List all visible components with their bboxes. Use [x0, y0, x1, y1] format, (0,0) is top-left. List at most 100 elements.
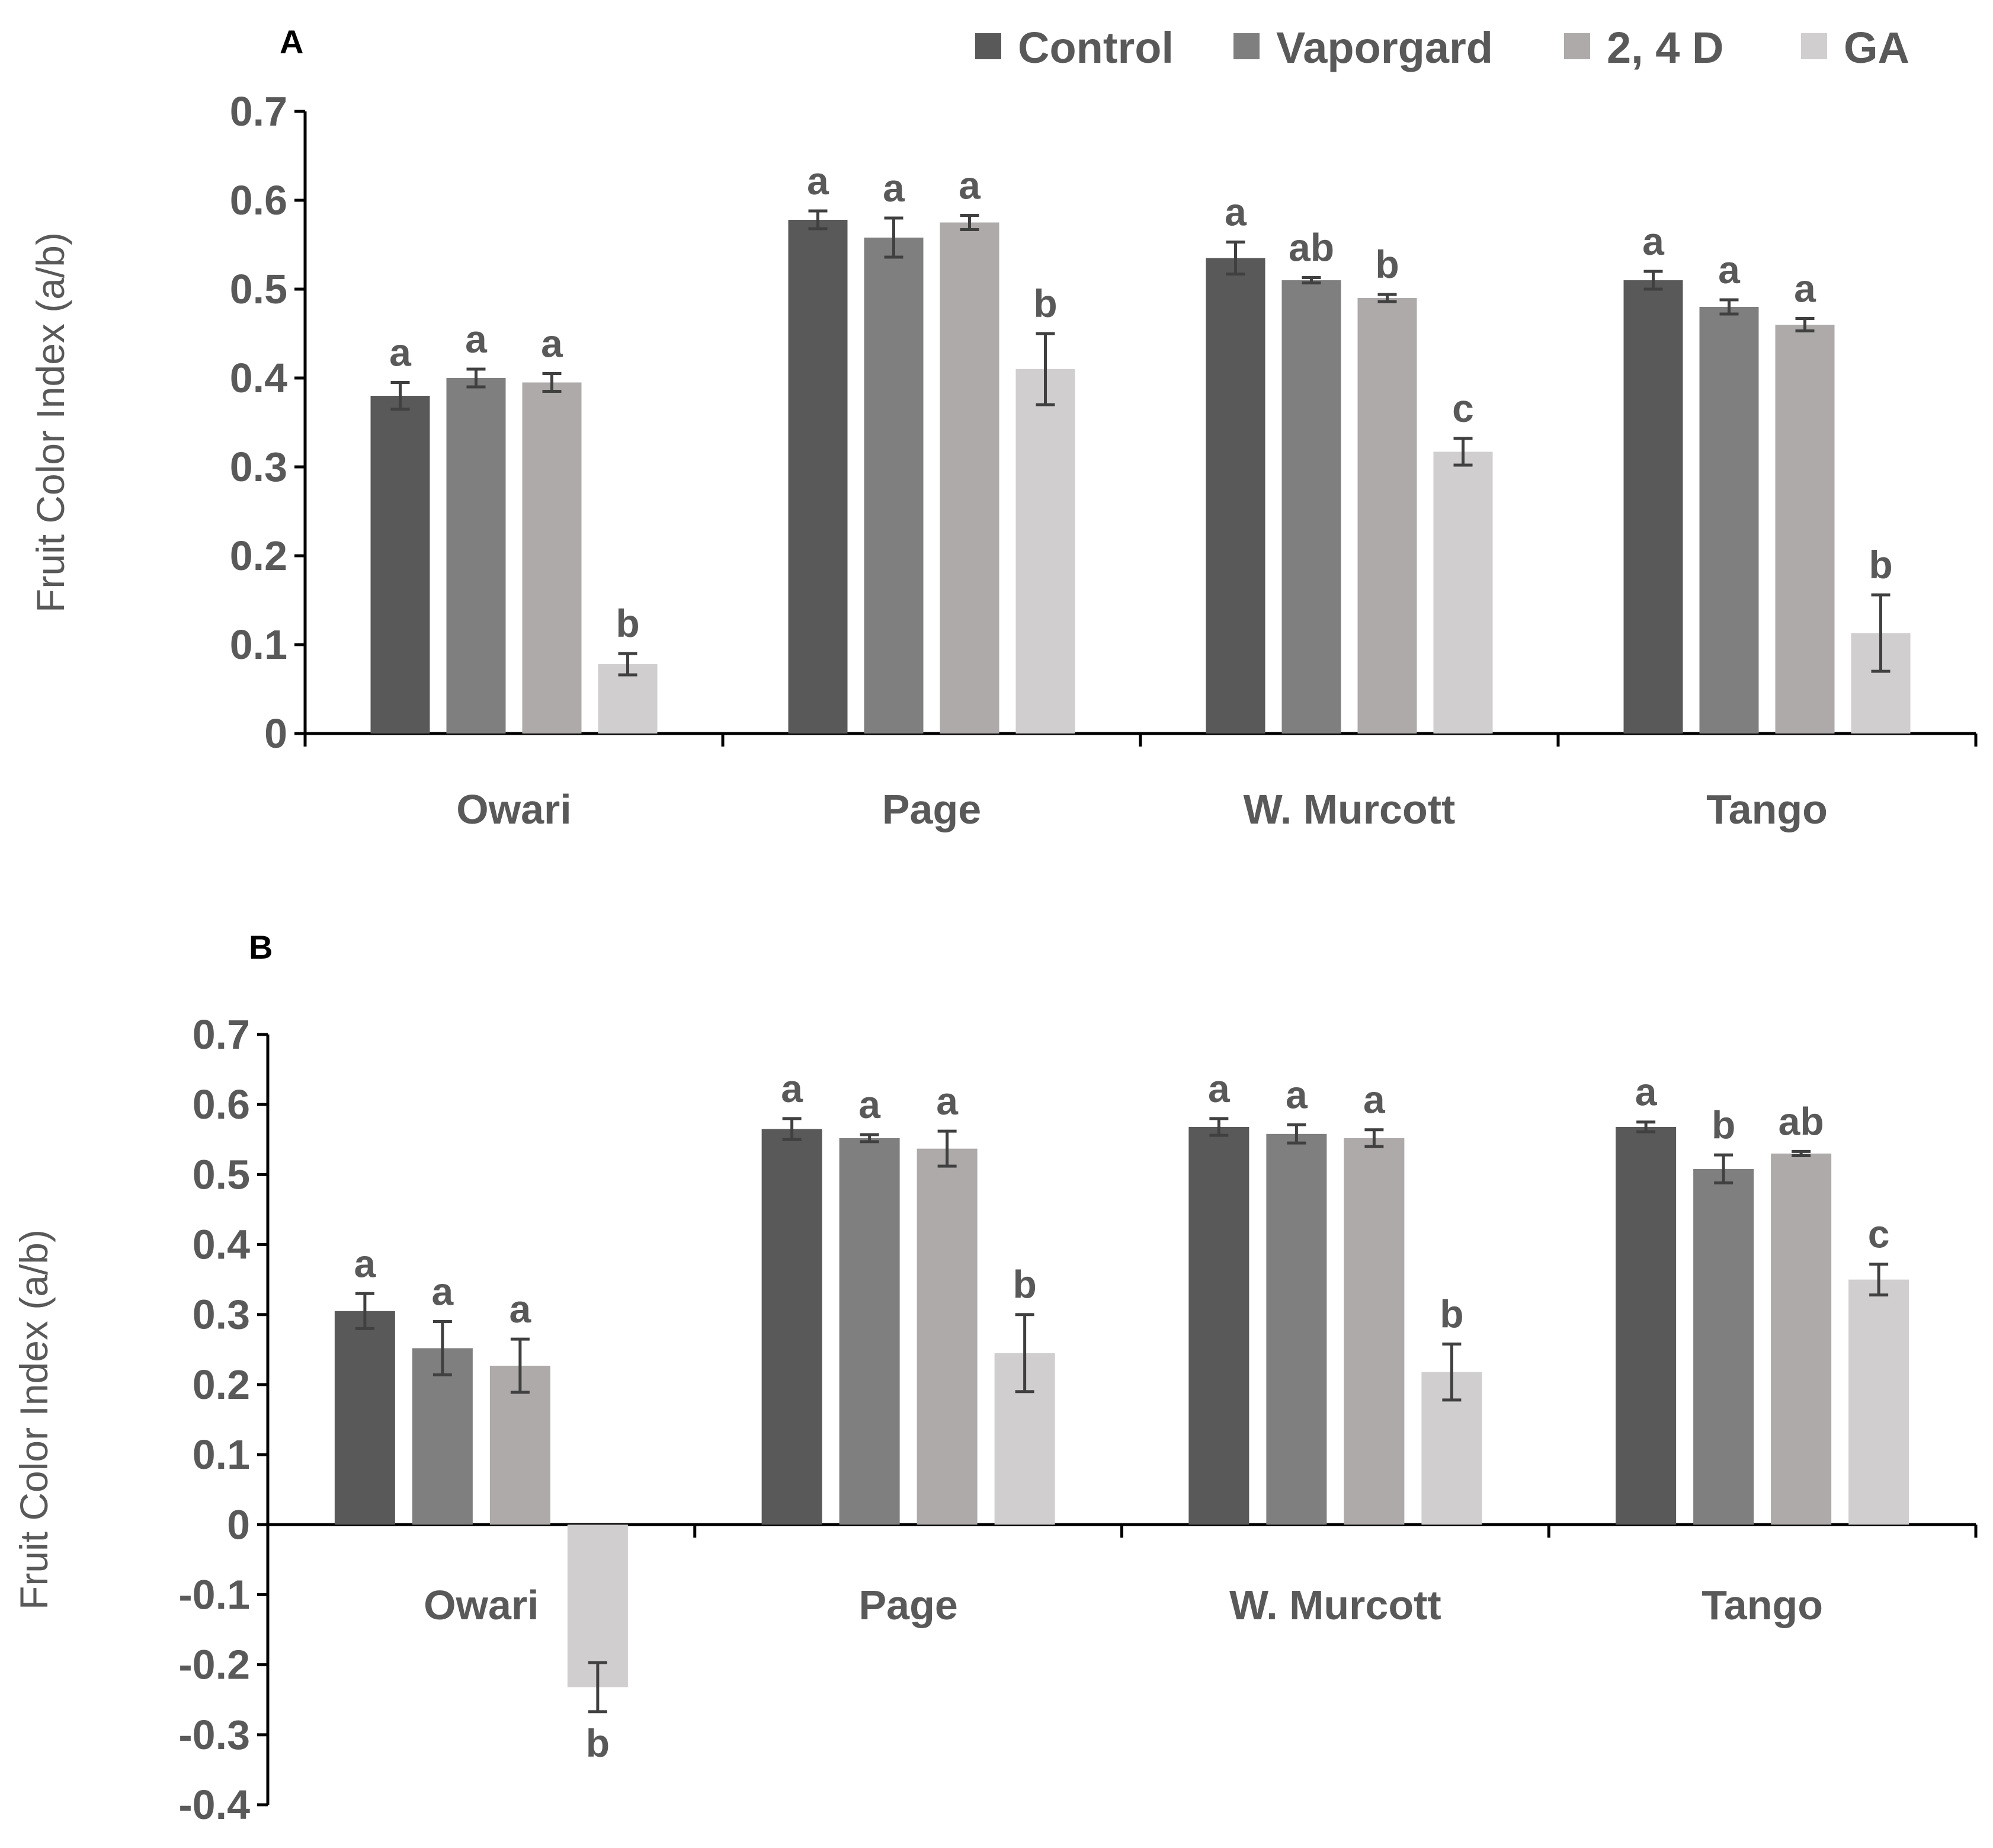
legend-swatch-24d	[1564, 33, 1590, 59]
legend: Control Vaporgard 2, 4 D GA	[975, 23, 1909, 72]
bar-vaporgard-owari	[446, 378, 506, 734]
significance-letter: a	[807, 159, 829, 203]
significance-letter: c	[1452, 386, 1474, 430]
y-tick-label: 0.3	[230, 444, 287, 490]
bar-control-w-murcott	[1188, 1127, 1249, 1525]
y-tick-label: 0.5	[230, 266, 287, 312]
y-tick-label: 0.4	[230, 355, 287, 401]
significance-letter: a	[781, 1066, 803, 1110]
y-tick-label: 0.5	[193, 1151, 250, 1197]
significance-letter: b	[1375, 242, 1399, 286]
category-label-tango: Tango	[1702, 1582, 1823, 1628]
significance-letter: b	[1012, 1263, 1036, 1306]
legend-label-vaporgard: Vaporgard	[1276, 23, 1493, 72]
category-label-owari: Owari	[424, 1582, 539, 1628]
significance-letter: b	[616, 601, 639, 645]
y-tick-label: -0.2	[178, 1642, 250, 1688]
bar-2-4-d-w-murcott	[1344, 1138, 1405, 1525]
significance-letter: b	[586, 1721, 610, 1765]
legend-label-24d: 2, 4 D	[1607, 23, 1723, 72]
significance-letter: a	[541, 322, 563, 366]
category-label-owari: Owari	[456, 786, 572, 832]
bar-control-w-murcott	[1206, 258, 1265, 734]
bar-control-page	[788, 220, 848, 734]
significance-letter: c	[1868, 1212, 1890, 1256]
significance-letter: a	[1286, 1072, 1308, 1116]
bar-control-owari	[370, 396, 430, 734]
y-tick-label: 0.3	[193, 1292, 250, 1338]
y-tick-label: 0	[264, 710, 287, 757]
y-tick-label: 0.2	[193, 1362, 250, 1408]
y-tick-label: 0.7	[230, 88, 287, 134]
y-tick-label: 0.6	[230, 177, 287, 223]
category-label-w-murcott: W. Murcott	[1229, 1582, 1441, 1628]
significance-letter: a	[936, 1079, 959, 1123]
y-tick-label: -0.1	[178, 1571, 250, 1618]
y-tick-label: 0.4	[193, 1222, 250, 1268]
significance-letter: a	[1718, 248, 1741, 292]
significance-letter: b	[1440, 1292, 1463, 1335]
bar-control-tango	[1623, 280, 1683, 734]
y-tick-label: 0.1	[193, 1431, 250, 1478]
category-label-w-murcott: W. Murcott	[1244, 786, 1456, 832]
significance-letter: a	[858, 1082, 881, 1126]
chart-panel-a: 0 0.1 0.2 0.3 0.4 0.5 0.6 0.7 Fruit Color Index …	[28, 88, 1978, 832]
bar-vaporgard-tango	[1699, 307, 1759, 734]
legend-swatch-control	[975, 33, 1001, 59]
significance-letter: a	[1794, 267, 1816, 310]
significance-letter: a	[1208, 1066, 1231, 1110]
legend-label-control: Control	[1018, 23, 1174, 72]
significance-letter: a	[1363, 1078, 1386, 1122]
significance-letter: ab	[1779, 1099, 1824, 1143]
y-tick-label: 0.7	[193, 1011, 250, 1058]
significance-letter: a	[959, 164, 981, 207]
panel-label-b: B	[249, 928, 273, 966]
bar-ga-tango	[1848, 1279, 1909, 1525]
significance-letter: a	[354, 1241, 377, 1285]
bar-2-4-d-page	[940, 222, 999, 734]
significance-letter: a	[389, 331, 412, 374]
legend-swatch-ga	[1801, 33, 1827, 59]
bar-2-4-d-tango	[1771, 1153, 1832, 1525]
significance-letter: a	[1642, 219, 1665, 263]
significance-letter: a	[1635, 1070, 1658, 1114]
y-axis-title: Fruit Color Index (a/b)	[28, 232, 72, 613]
bar-vaporgard-w-murcott	[1281, 280, 1341, 734]
legend-swatch-vaporgard	[1233, 33, 1260, 59]
chart-panel-b: -0.4 -0.3 -0.2 -0.1 0 0.1 0.2 0.3 0.4 0.5 0.6 0.7 Fr…	[12, 1011, 1978, 1828]
bar-vaporgard-tango	[1693, 1168, 1754, 1525]
significance-letter: ab	[1289, 226, 1334, 270]
bar-ga-owari	[567, 1524, 628, 1687]
y-tick-label: 0.2	[230, 533, 287, 579]
bar-ga-w-murcott	[1433, 451, 1493, 734]
bar-2-4-d-w-murcott	[1357, 298, 1417, 734]
significance-letter: b	[1033, 281, 1057, 325]
significance-letter: a	[883, 166, 905, 210]
y-tick-label: 0.6	[193, 1081, 250, 1128]
y-tick-label: -0.3	[178, 1712, 250, 1758]
bar-control-owari	[334, 1311, 395, 1525]
bar-vaporgard-w-murcott	[1266, 1133, 1327, 1525]
significance-letter: b	[1712, 1103, 1735, 1146]
y-tick-label: 0.1	[230, 622, 287, 668]
bar-2-4-d-tango	[1775, 325, 1835, 734]
bar-control-tango	[1616, 1127, 1677, 1525]
significance-letter: a	[432, 1270, 454, 1314]
bar-2-4-d-owari	[522, 382, 582, 734]
significance-letter: a	[1225, 190, 1247, 234]
bar-2-4-d-page	[917, 1148, 978, 1525]
panel-label-a: A	[280, 23, 303, 60]
y-tick-label: -0.4	[178, 1782, 250, 1828]
bar-vaporgard-page	[864, 238, 924, 734]
significance-letter: b	[1869, 543, 1892, 587]
bar-ga-page	[1015, 369, 1075, 734]
category-label-page: Page	[858, 1582, 957, 1628]
category-label-page: Page	[882, 786, 981, 832]
bar-vaporgard-owari	[412, 1348, 473, 1525]
significance-letter: a	[510, 1287, 532, 1331]
significance-letter: a	[465, 317, 488, 361]
y-axis-title: Fruit Color Index (a/b)	[12, 1229, 56, 1610]
category-label-tango: Tango	[1706, 786, 1828, 832]
bar-control-page	[761, 1129, 822, 1525]
